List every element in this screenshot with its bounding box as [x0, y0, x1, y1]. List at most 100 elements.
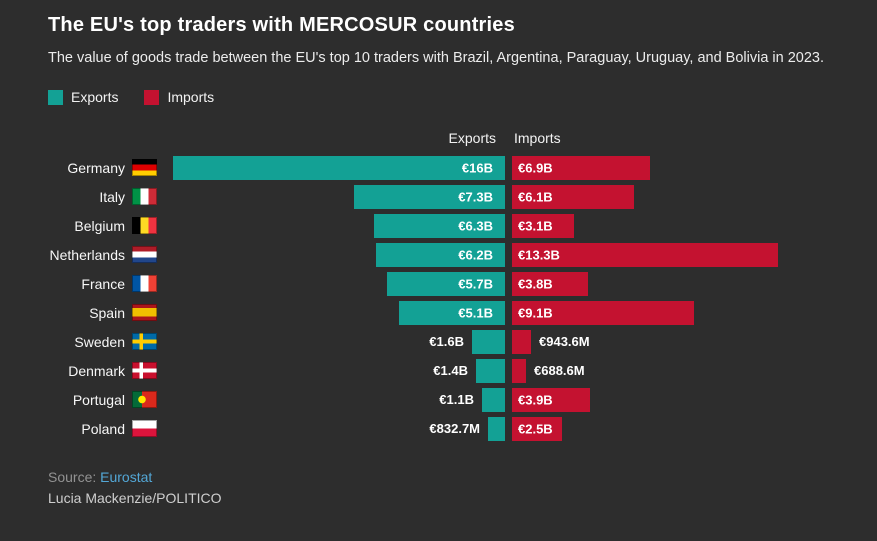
- imports-bar: €6.9B: [512, 155, 650, 180]
- exports-bar: €6.3B: [374, 213, 505, 238]
- imports-bar-area: €3.8B: [512, 271, 835, 296]
- credit-line: Lucia Mackenzie/POLITICO: [48, 490, 222, 507]
- netherlands-flag-icon: [132, 246, 157, 264]
- exports-bar: [476, 358, 505, 383]
- exports-bar: €5.1B: [399, 300, 505, 325]
- exports-bar-area: €7.3B: [167, 184, 505, 209]
- page-title: The EU's top traders with MERCOSUR count…: [48, 14, 515, 36]
- country-row: Poland €832.7M €2.5B: [48, 414, 835, 443]
- exports-value: €832.7M: [429, 421, 480, 437]
- imports-swatch-icon: [144, 89, 160, 105]
- imports-bar: [512, 358, 526, 383]
- exports-bar: €5.7B: [387, 271, 505, 296]
- country-name: Netherlands: [49, 246, 126, 263]
- imports-bar: €3.9B: [512, 387, 590, 412]
- country-row: Sweden €1.6B €943.6M: [48, 327, 835, 356]
- country-row: Denmark €1.4B €688.6M: [48, 356, 835, 385]
- spain-flag-icon: [132, 304, 157, 322]
- exports-bar: [472, 329, 505, 354]
- country-name: Italy: [99, 188, 125, 205]
- country-name: Sweden: [74, 333, 125, 350]
- imports-value: €3.1B: [518, 218, 553, 234]
- legend-item-exports: Exports: [48, 89, 118, 105]
- country-cell: Poland: [48, 420, 167, 438]
- imports-bar-area: €6.1B: [512, 184, 835, 209]
- imports-value: €6.1B: [518, 189, 553, 205]
- imports-bar: €13.3B: [512, 242, 778, 267]
- imports-bar-area: €3.9B: [512, 387, 835, 412]
- country-name: Portugal: [72, 391, 125, 408]
- country-name: Denmark: [68, 362, 125, 379]
- exports-value: €5.1B: [458, 305, 493, 321]
- imports-bar-area: €6.9B: [512, 155, 835, 180]
- footer: Source: Eurostat Lucia Mackenzie/POLITIC…: [48, 467, 835, 509]
- exports-bar: €6.2B: [376, 242, 505, 267]
- exports-bar-area: €5.7B: [167, 271, 505, 296]
- imports-value: €2.5B: [518, 421, 553, 437]
- legend-item-imports: Imports: [144, 89, 214, 105]
- imports-bar-area: €3.1B: [512, 213, 835, 238]
- exports-column-header: Exports: [448, 130, 496, 147]
- chart-subtitle: The value of goods trade between the EU'…: [48, 50, 825, 66]
- exports-swatch-icon: [48, 89, 63, 105]
- imports-value: €3.9B: [518, 392, 553, 408]
- country-row: Portugal €1.1B €3.9B: [48, 385, 835, 414]
- country-name: Belgium: [74, 217, 125, 234]
- source-link[interactable]: Eurostat: [100, 469, 153, 486]
- country-cell: France: [48, 275, 167, 293]
- exports-bar: [482, 387, 505, 412]
- country-cell: Denmark: [48, 362, 167, 380]
- country-row: Spain €5.1B €9.1B: [48, 298, 835, 327]
- legend-exports-label: Exports: [71, 89, 119, 106]
- italy-flag-icon: [132, 188, 157, 206]
- exports-value: €6.2B: [458, 247, 493, 263]
- country-cell: Italy: [48, 188, 167, 206]
- exports-value: €1.1B: [439, 392, 474, 408]
- source-label: Source:: [48, 469, 97, 486]
- imports-value: €9.1B: [518, 305, 553, 321]
- imports-bar: €9.1B: [512, 300, 694, 325]
- imports-bar: €6.1B: [512, 184, 634, 209]
- country-name: Germany: [67, 159, 125, 176]
- imports-value: €688.6M: [534, 363, 585, 379]
- exports-bar: €7.3B: [354, 184, 505, 209]
- imports-bar: €3.8B: [512, 271, 588, 296]
- germany-flag-icon: [132, 159, 157, 177]
- imports-bar-area: €13.3B: [512, 242, 835, 267]
- imports-value: €943.6M: [539, 334, 590, 350]
- exports-bar-area: €832.7M: [167, 416, 505, 441]
- imports-bar-area: €688.6M: [512, 358, 835, 383]
- exports-value: €1.6B: [429, 334, 464, 350]
- exports-bar: €16B: [173, 155, 505, 180]
- exports-bar-area: €16B: [167, 155, 505, 180]
- exports-bar-area: €1.1B: [167, 387, 505, 412]
- exports-bar-area: €5.1B: [167, 300, 505, 325]
- exports-bar-area: €6.3B: [167, 213, 505, 238]
- source-line: Source: Eurostat: [48, 467, 835, 488]
- exports-value: €7.3B: [458, 189, 493, 205]
- exports-value: €6.3B: [458, 218, 493, 234]
- country-cell: Netherlands: [48, 246, 167, 264]
- bar-chart: Exports Imports Germany €16B €6.9B Italy €7.…: [48, 127, 835, 443]
- sweden-flag-icon: [132, 333, 157, 351]
- country-name: Poland: [81, 420, 125, 437]
- country-row: Germany €16B €6.9B: [48, 153, 835, 182]
- belgium-flag-icon: [132, 217, 157, 235]
- imports-value: €6.9B: [518, 160, 553, 176]
- france-flag-icon: [132, 275, 157, 293]
- country-name: Spain: [89, 304, 125, 321]
- exports-bar-area: €6.2B: [167, 242, 505, 267]
- chart-page: The EU's top traders with MERCOSUR count…: [48, 14, 835, 509]
- country-cell: Spain: [48, 304, 167, 322]
- imports-value: €13.3B: [518, 247, 560, 263]
- column-headers: Exports Imports: [48, 127, 835, 149]
- exports-bar-area: €1.4B: [167, 358, 505, 383]
- country-cell: Germany: [48, 159, 167, 177]
- imports-bar-area: €9.1B: [512, 300, 835, 325]
- country-cell: Portugal: [48, 391, 167, 409]
- portugal-flag-icon: [132, 391, 157, 409]
- imports-bar: €3.1B: [512, 213, 574, 238]
- country-name: France: [81, 275, 125, 292]
- country-cell: Belgium: [48, 217, 167, 235]
- country-row: Belgium €6.3B €3.1B: [48, 211, 835, 240]
